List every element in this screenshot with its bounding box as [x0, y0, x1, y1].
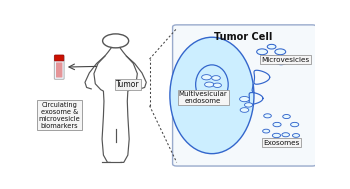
Circle shape [272, 133, 281, 138]
Circle shape [273, 122, 281, 127]
Circle shape [240, 108, 249, 112]
Circle shape [264, 114, 271, 118]
Circle shape [267, 56, 276, 61]
Text: Exosomes: Exosomes [264, 140, 300, 146]
Circle shape [276, 59, 286, 65]
Ellipse shape [170, 37, 254, 154]
Text: Multivesicular
endosome: Multivesicular endosome [179, 91, 228, 104]
Circle shape [262, 129, 270, 133]
FancyBboxPatch shape [56, 62, 62, 77]
Circle shape [293, 134, 300, 137]
FancyBboxPatch shape [55, 55, 64, 61]
FancyBboxPatch shape [54, 56, 64, 79]
Text: Microvesicles: Microvesicles [261, 57, 310, 63]
Text: Circulating
exosome &
microvesicle
biomarkers: Circulating exosome & microvesicle bioma… [38, 102, 80, 129]
Circle shape [275, 49, 286, 55]
Circle shape [257, 49, 267, 55]
Circle shape [205, 82, 214, 87]
Circle shape [282, 133, 289, 137]
Text: Tumor: Tumor [116, 80, 140, 89]
Circle shape [116, 82, 129, 89]
Circle shape [240, 96, 249, 102]
Text: Tumor Cell: Tumor Cell [214, 32, 272, 42]
Circle shape [290, 122, 299, 127]
Circle shape [213, 83, 222, 88]
Circle shape [212, 76, 220, 80]
Circle shape [267, 44, 276, 49]
FancyBboxPatch shape [173, 25, 316, 166]
Circle shape [202, 75, 211, 80]
Circle shape [244, 103, 253, 107]
Circle shape [283, 115, 290, 119]
Ellipse shape [196, 65, 228, 104]
